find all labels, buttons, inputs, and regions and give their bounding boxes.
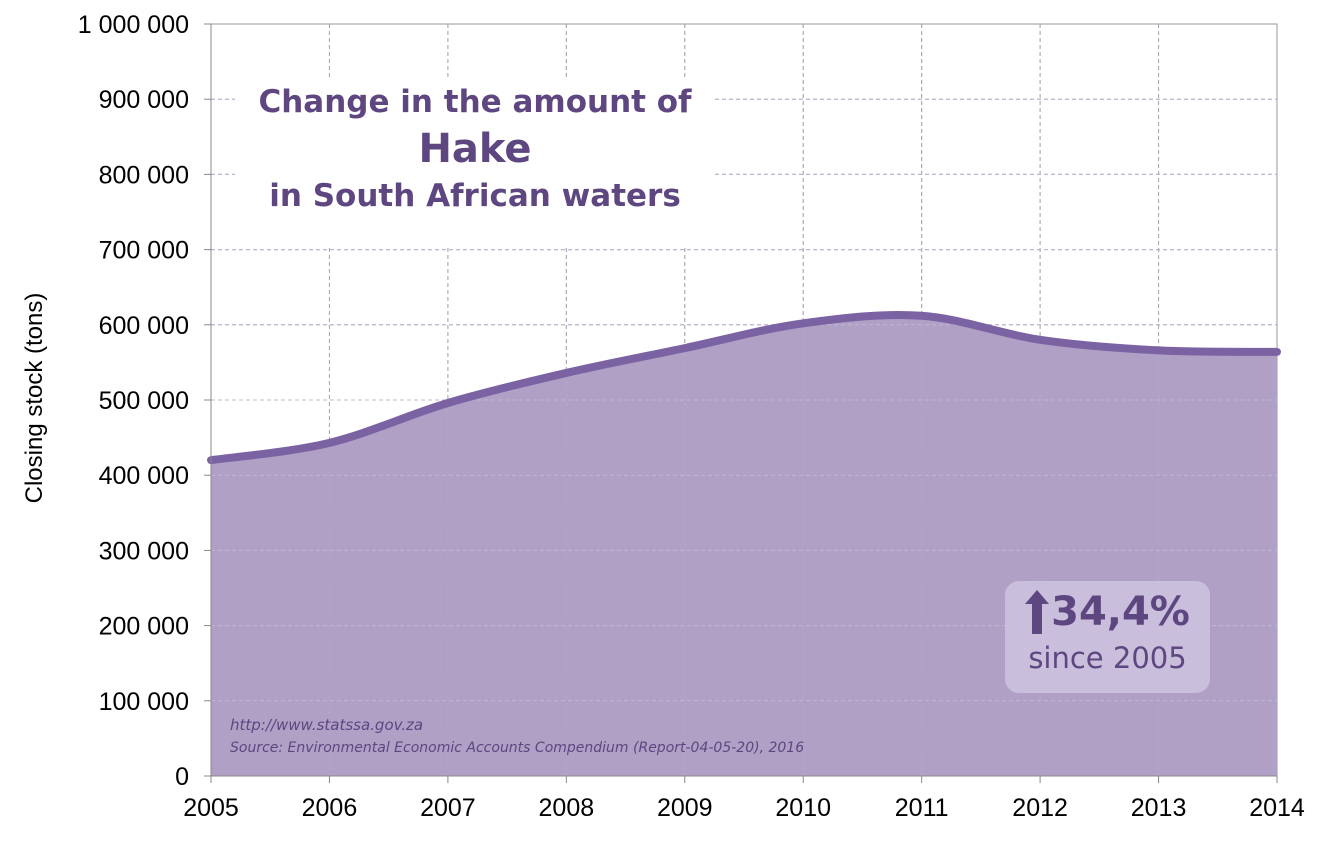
x-tick-label: 2010 [775,794,831,822]
x-tick-label: 2014 [1249,794,1305,822]
arrow-up-icon [1025,590,1050,634]
y-tick-label: 0 [175,763,189,791]
y-tick-label: 500 000 [99,387,189,415]
y-tick-label: 200 000 [99,613,189,641]
chart-title: Change in the amount of Hake in South Af… [235,78,715,246]
change-value: 34,4% [1051,589,1190,635]
series-line [207,310,1281,465]
title-line-2: Hake [418,126,532,172]
change-subtitle: since 2005 [1028,641,1187,675]
change-badge: 34,4% since 2005 [1005,581,1210,693]
x-tick-label: 2006 [302,794,358,822]
y-tick-label: 700 000 [99,237,189,265]
y-tick-label: 300 000 [99,537,189,565]
source-url: http://www.statssa.gov.za [230,716,424,734]
y-tick-label: 400 000 [99,462,189,490]
title-line-1: Change in the amount of [258,84,692,120]
title-line-3: in South African waters [269,178,681,214]
y-tick-label: 900 000 [99,86,189,114]
x-tick-label: 2005 [183,794,239,822]
y-tick-label: 1 000 000 [78,11,189,39]
x-tick-label: 2012 [1012,794,1068,822]
x-tick-label: 2011 [895,794,949,822]
y-tick-label: 800 000 [99,161,189,189]
y-tick-label: 100 000 [99,688,189,716]
y-axis-label: Closing stock (tons) [21,292,48,504]
x-tick-label: 2009 [657,794,713,822]
x-tick-label: 2007 [420,794,476,822]
y-tick-label: 600 000 [99,312,189,340]
x-tick-label: 2013 [1131,794,1187,822]
source-note: Source: Environmental Economic Accounts … [230,740,805,756]
x-tick-label: 2008 [539,794,595,822]
